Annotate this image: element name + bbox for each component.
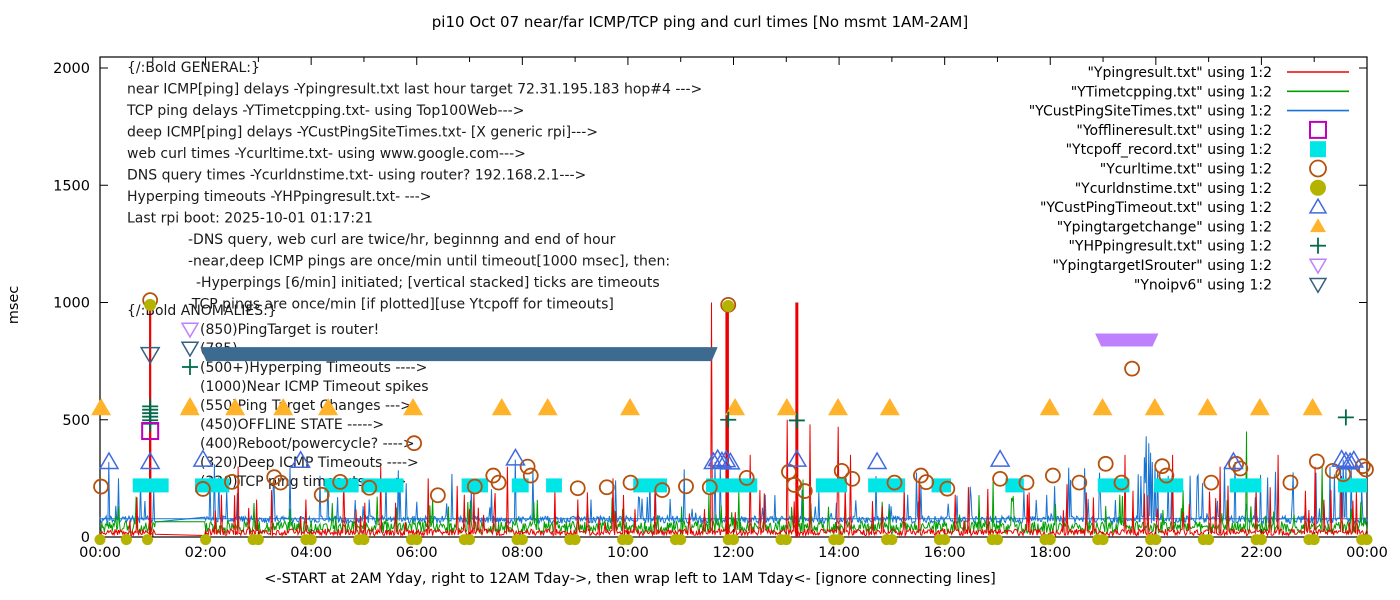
legend-label: "Ycurltime.txt" using 1:2 <box>1100 162 1272 178</box>
x-tick-label: 12:00 <box>713 545 755 561</box>
x-tick-label: 18:00 <box>1029 545 1071 561</box>
annotation-anomaly-line: (400)Reboot/powercycle? ----> <box>200 436 415 452</box>
annotation-anomaly-line: (850)PingTarget is router! <box>200 322 379 338</box>
band-Ytcpoff_record <box>1154 478 1184 493</box>
x-tick-label: 04:00 <box>290 545 332 561</box>
legend: "Ypingresult.txt" using 1:2 "YTimetcpping… <box>1029 65 1349 294</box>
y-tick-label: 500 <box>62 413 90 429</box>
x-tick-label: 00:00 <box>1346 545 1388 561</box>
band-Ytcpoff_record <box>1229 478 1262 493</box>
band-Ytcpoff_record <box>815 478 848 493</box>
band-Ytcpoff_record <box>461 478 489 493</box>
legend-label: "Ycurldnstime.txt" using 1:2 <box>1075 181 1272 197</box>
annotation-anomaly-line: (320)Deep ICMP Timeouts ----> <box>200 455 419 471</box>
x-tick-label: 08:00 <box>501 545 543 561</box>
annotation-general-line: -Hyperpings [6/min] initiated; [vertical… <box>196 275 660 291</box>
legend-label: "YTimetcpping.txt" using 1:2 <box>1071 84 1272 100</box>
x-tick-label: 22:00 <box>1241 545 1283 561</box>
series-Ypingresult <box>99 302 1368 538</box>
annotation-anomaly-line: (1000)Near ICMP Timeout spikes <box>200 379 429 395</box>
annotation-general-line: web curl times -Ycurltime.txt- using www… <box>127 146 526 162</box>
band-Ytcpoff_record <box>1337 478 1367 493</box>
x-tick-label: 06:00 <box>396 545 438 561</box>
y-tick-label: 2000 <box>53 61 90 77</box>
legend-label: "YHPpingresult.txt" using 1:2 <box>1068 239 1272 255</box>
band-Ytcpoff_record <box>132 478 169 493</box>
legend-label: "YCustPingTimeout.txt" using 1:2 <box>1040 200 1272 216</box>
annotation-general-line: deep ICMP[ping] delays -YCustPingSiteTim… <box>127 125 598 141</box>
x-tick-label: 10:00 <box>607 545 649 561</box>
band-Ytcpoff_record <box>633 478 667 493</box>
legend-label: "Ytcpoff_record.txt" using 1:2 <box>1066 142 1272 158</box>
series-YTimetcpping <box>99 431 1368 536</box>
x-tick-label: 20:00 <box>1135 545 1177 561</box>
annotation-anomaly-line: {/:Bold ANOMALIES:} <box>127 303 277 319</box>
x-tick-label: 00:00 <box>79 545 121 561</box>
band-Ytcpoff_record <box>511 478 529 493</box>
y-tick-label: 0 <box>81 530 90 546</box>
band-Ytcpoff_record <box>868 478 906 493</box>
annotation-anomaly-line: (450)OFFLINE STATE -----> <box>200 417 384 433</box>
legend-label: "YpingtargetISrouter" using 1:2 <box>1052 258 1272 274</box>
annotation-general-line: {/:Bold GENERAL:} <box>127 60 260 76</box>
x-tick-label: 14:00 <box>818 545 860 561</box>
series-markers <box>91 292 1374 546</box>
band-Ytcpoff_record <box>195 478 230 493</box>
x-tick-label: 02:00 <box>185 545 227 561</box>
annotation-general-line: DNS query times -Ycurldnstime.txt- using… <box>127 168 586 184</box>
annotation-anomaly-line: (550)Ping Target Changes ---> <box>200 398 412 414</box>
y-tick-label: 1500 <box>53 178 90 194</box>
band-Ytcpoff_record <box>324 478 359 493</box>
band-Ytcpoff_record <box>1097 478 1130 493</box>
annotation-general-line: Last rpi boot: 2025-10-01 01:17:21 <box>127 211 373 227</box>
annotation-general-line: -DNS query, web curl are twice/hr, begin… <box>188 232 616 248</box>
annotation-general-line: TCP ping delays -YTimetcpping.txt- using… <box>126 103 524 119</box>
annotation-anomaly-line: (500+)Hyperping Timeouts ----> <box>200 360 427 376</box>
legend-label: "Ypingtargetchange" using 1:2 <box>1057 219 1272 235</box>
annotations: {/:Bold GENERAL:} near ICMP[ping] delays … <box>126 60 702 490</box>
x-tick-label: 16:00 <box>924 545 966 561</box>
annotation-general-line: near ICMP[ping] delays -Ypingresult.txt … <box>127 82 702 98</box>
chart-title: pi10 Oct 07 near/far ICMP/TCP ping and c… <box>431 13 969 31</box>
legend-label: "YCustPingSiteTimes.txt" using 1:2 <box>1029 104 1272 120</box>
x-axis-label: <-START at 2AM Yday, right to 12AM Tday-… <box>264 571 996 587</box>
annotation-general-line: Hyperping timeouts -YHPpingresult.txt- -… <box>127 189 432 205</box>
legend-label: "Ypingresult.txt" using 1:2 <box>1087 65 1272 81</box>
band-YpingtargetISrouter-overlap-band <box>1095 333 1159 347</box>
band-Ytcpoff_record <box>546 478 562 493</box>
annotation-general-line: -near,deep ICMP pings are once/min until… <box>188 254 670 270</box>
y-tick-label: 1000 <box>53 296 90 312</box>
annotation-general-line: -TCP pings are once/min [if plotted][use… <box>188 297 614 313</box>
band-Ynoipv6-overlap-band <box>200 347 718 362</box>
band-Ytcpoff_record <box>706 478 758 493</box>
axes: 0 500 1000 1500 2000 00:00 02:00 04:00 06:00 08:0… <box>53 56 1388 561</box>
band-Ytcpoff_record <box>1005 478 1024 493</box>
legend-label: "Yofflineresult.txt" using 1:2 <box>1076 123 1272 139</box>
legend-label: "Ynoipv6" using 1:2 <box>1134 277 1272 293</box>
